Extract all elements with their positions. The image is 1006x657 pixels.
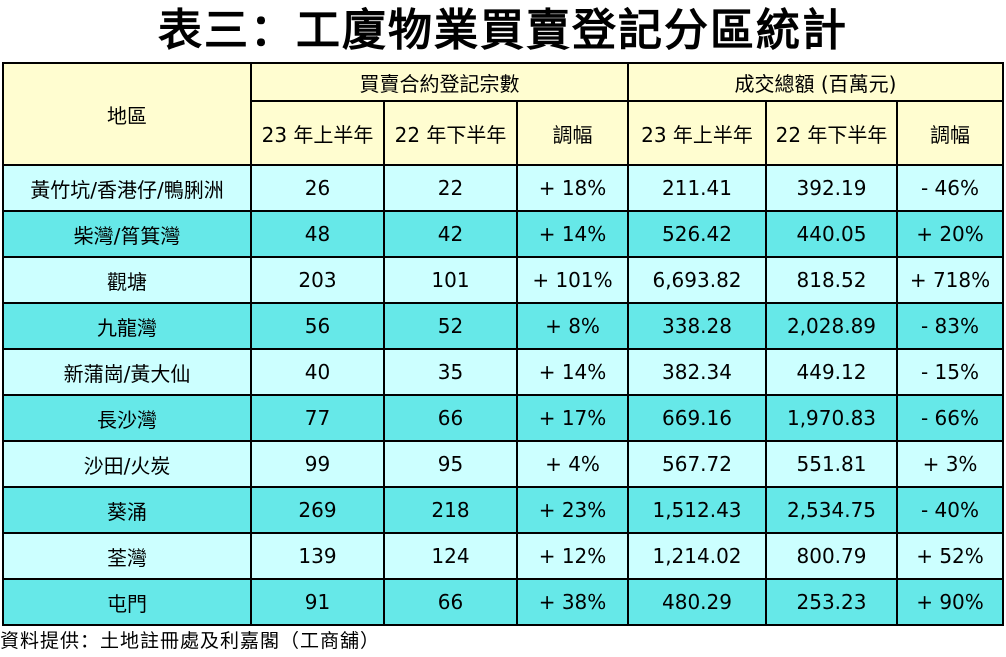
value-cell: + 14% — [516, 348, 629, 396]
value-cell: 2,028.89 — [765, 302, 898, 350]
value-cell: 338.28 — [627, 302, 767, 350]
value-cell: + 90% — [896, 578, 1004, 626]
value-cell: + 718% — [896, 256, 1004, 304]
value-cell: - 40% — [896, 486, 1004, 534]
district-header: 地區 — [2, 62, 252, 166]
value-cell: + 101% — [516, 256, 629, 304]
value-cell: 211.41 — [627, 164, 767, 212]
table-row: 九龍灣 56 52 + 8% 338.28 2,028.89- 83% — [2, 302, 1004, 350]
value-cell: 1,214.02 — [627, 532, 767, 580]
deal-value-group-header: 成交總額 (百萬元) — [627, 62, 1004, 102]
value-cell: + 4% — [516, 440, 629, 488]
district-cell: 葵涌 — [2, 486, 252, 534]
value-cell: + 14% — [516, 210, 629, 258]
value-cell: 48 — [250, 210, 385, 258]
value-cell: 42 — [383, 210, 518, 258]
deal-count-group-header: 買賣合約登記宗數 — [250, 62, 629, 102]
table-row: 黃竹坑/香港仔/鴨脷洲 26 22 + 18% 211.41 392.19- 46% — [2, 164, 1004, 212]
value-cell: - 66% — [896, 394, 1004, 442]
value-cell: 392.19 — [765, 164, 898, 212]
table-row: 屯門 91 66 + 38% 480.29 253.23 + 90% — [2, 578, 1004, 626]
value-cell: - 83% — [896, 302, 1004, 350]
value-cell: - 46% — [896, 164, 1004, 212]
value-cell: 1,512.43 — [627, 486, 767, 534]
value-cell: 124 — [383, 532, 518, 580]
value-cell: 480.29 — [627, 578, 767, 626]
column-header: 調幅 — [516, 100, 629, 166]
table-row: 柴灣/筲箕灣 48 42 + 14% 526.42 440.05 + 20% — [2, 210, 1004, 258]
value-cell: 26 — [250, 164, 385, 212]
district-cell: 長沙灣 — [2, 394, 252, 442]
value-cell: 77 — [250, 394, 385, 442]
value-cell: 800.79 — [765, 532, 898, 580]
value-cell: 95 — [383, 440, 518, 488]
value-cell: 818.52 — [765, 256, 898, 304]
value-cell: 66 — [383, 394, 518, 442]
value-cell: 449.12 — [765, 348, 898, 396]
district-cell: 屯門 — [2, 578, 252, 626]
value-cell: 203 — [250, 256, 385, 304]
value-cell: 253.23 — [765, 578, 898, 626]
district-cell: 九龍灣 — [2, 302, 252, 350]
value-cell: 22 — [383, 164, 518, 212]
value-cell: 218 — [383, 486, 518, 534]
value-cell: 99 — [250, 440, 385, 488]
value-cell: + 18% — [516, 164, 629, 212]
district-cell: 荃灣 — [2, 532, 252, 580]
table-body: 黃竹坑/香港仔/鴨脷洲 26 22 + 18% 211.41 392.19- 46% 柴灣/… — [2, 164, 1004, 626]
value-cell: + 3% — [896, 440, 1004, 488]
value-cell: 1,970.83 — [765, 394, 898, 442]
value-cell: 2,534.75 — [765, 486, 898, 534]
value-cell: 101 — [383, 256, 518, 304]
district-cell: 柴灣/筲箕灣 — [2, 210, 252, 258]
table-row: 新蒲崗/黃大仙 40 35 + 14% 382.34 449.12- 15% — [2, 348, 1004, 396]
value-cell: + 8% — [516, 302, 629, 350]
value-cell: 269 — [250, 486, 385, 534]
table-row: 長沙灣 77 66 + 17% 669.16 1,970.83- 66% — [2, 394, 1004, 442]
value-cell: 440.05 — [765, 210, 898, 258]
value-cell: 91 — [250, 578, 385, 626]
value-cell: 66 — [383, 578, 518, 626]
statistics-table: 地區 買賣合約登記宗數 成交總額 (百萬元) 23 年上半年 22 年下半年 調… — [2, 62, 1004, 626]
value-cell: 52 — [383, 302, 518, 350]
value-cell: + 20% — [896, 210, 1004, 258]
district-cell: 新蒲崗/黃大仙 — [2, 348, 252, 396]
table-row: 荃灣 139 124 + 12% 1,214.02 800.79 + 52% — [2, 532, 1004, 580]
table-row: 沙田/火炭 99 95 + 4% 567.72 551.81 + 3% — [2, 440, 1004, 488]
value-cell: 6,693.82 — [627, 256, 767, 304]
source-note: 資料提供：土地註冊處及利嘉閣（工商舖） — [0, 630, 381, 652]
value-cell: 551.81 — [765, 440, 898, 488]
column-header: 22 年下半年 — [383, 100, 518, 166]
table-row: 觀塘 203 101 + 101% 6,693.82 818.52 + 718% — [2, 256, 1004, 304]
table-title: 表三：工廈物業買賣登記分區統計 — [158, 5, 848, 56]
value-cell: 35 — [383, 348, 518, 396]
value-cell: 139 — [250, 532, 385, 580]
column-header: 23 年上半年 — [250, 100, 385, 166]
district-cell: 黃竹坑/香港仔/鴨脷洲 — [2, 164, 252, 212]
value-cell: 526.42 — [627, 210, 767, 258]
column-header: 22 年下半年 — [765, 100, 898, 166]
value-cell: 567.72 — [627, 440, 767, 488]
column-header: 調幅 — [896, 100, 1004, 166]
value-cell: + 12% — [516, 532, 629, 580]
value-cell: + 52% — [896, 532, 1004, 580]
value-cell: + 17% — [516, 394, 629, 442]
district-cell: 觀塘 — [2, 256, 252, 304]
value-cell: 669.16 — [627, 394, 767, 442]
value-cell: + 38% — [516, 578, 629, 626]
value-cell: - 15% — [896, 348, 1004, 396]
district-cell: 沙田/火炭 — [2, 440, 252, 488]
value-cell: 56 — [250, 302, 385, 350]
table-row: 葵涌 269 218 + 23% 1,512.43 2,534.75- 40% — [2, 486, 1004, 534]
column-header: 23 年上半年 — [627, 100, 767, 166]
value-cell: 382.34 — [627, 348, 767, 396]
value-cell: 40 — [250, 348, 385, 396]
value-cell: + 23% — [516, 486, 629, 534]
